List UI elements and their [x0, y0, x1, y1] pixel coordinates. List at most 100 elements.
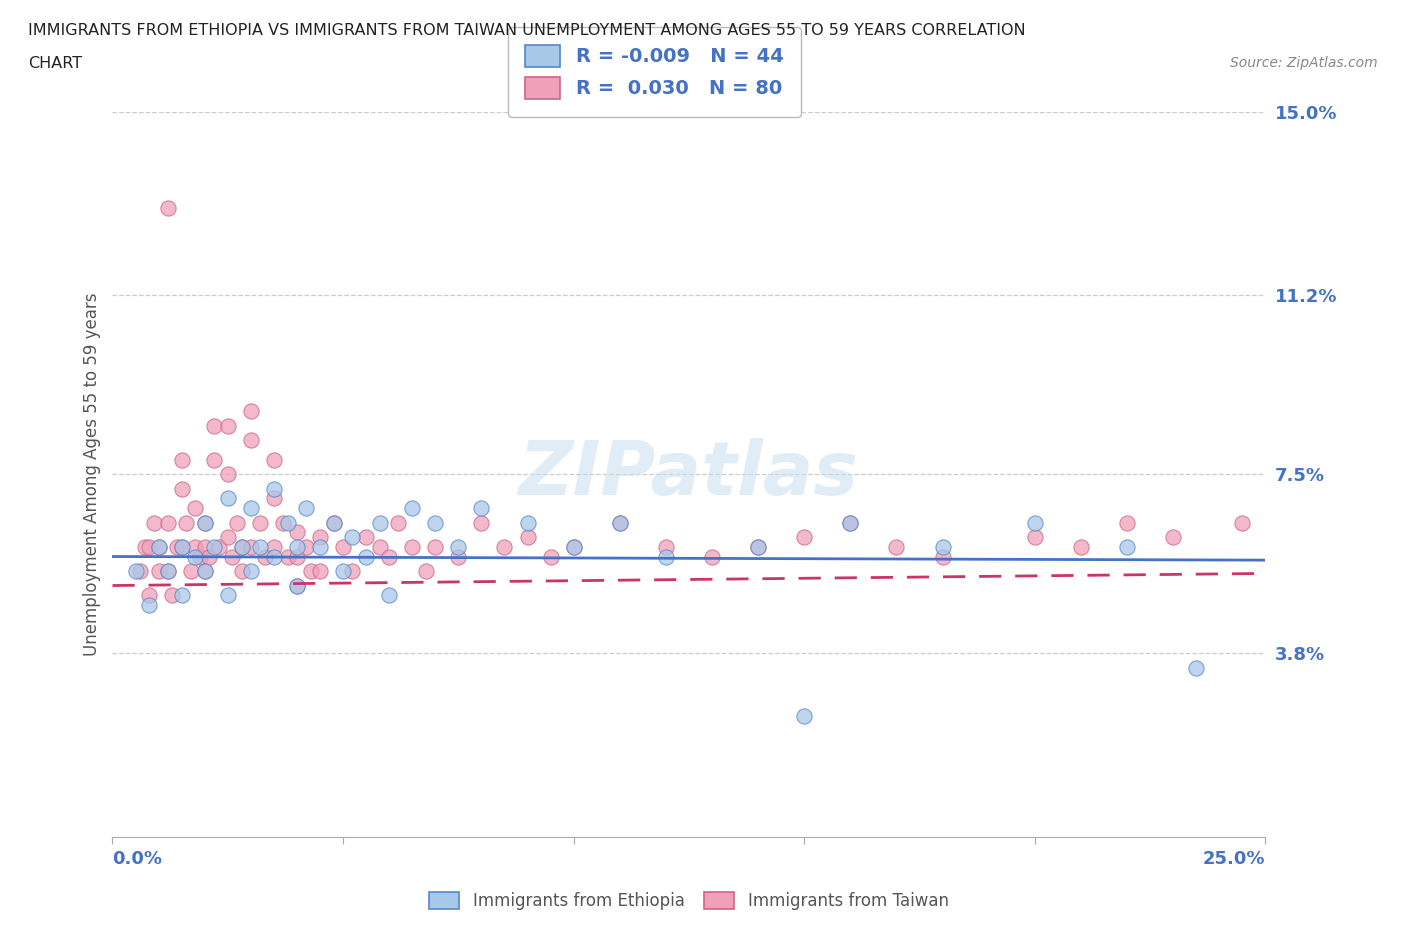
Point	[1116, 515, 1139, 530]
Point	[747, 539, 769, 554]
Point	[263, 549, 285, 564]
Point	[931, 539, 953, 554]
Point	[309, 564, 332, 578]
Point	[470, 515, 492, 530]
Point	[202, 452, 225, 467]
Point	[285, 578, 308, 593]
Point	[239, 433, 262, 448]
Point	[263, 482, 285, 497]
Point	[540, 549, 562, 564]
Point	[194, 564, 217, 578]
Point	[194, 515, 217, 530]
Point	[184, 539, 207, 554]
Point	[226, 515, 249, 530]
Legend: Immigrants from Ethiopia, Immigrants from Taiwan: Immigrants from Ethiopia, Immigrants fro…	[422, 885, 956, 917]
Point	[148, 564, 170, 578]
Point	[148, 539, 170, 554]
Point	[170, 452, 193, 467]
Point	[143, 515, 166, 530]
Point	[609, 515, 631, 530]
Point	[174, 515, 197, 530]
Point	[138, 597, 160, 612]
Point	[342, 564, 364, 578]
Point	[1070, 539, 1092, 554]
Point	[562, 539, 585, 554]
Point	[1024, 530, 1046, 545]
Point	[277, 549, 299, 564]
Text: ZIPatlas: ZIPatlas	[519, 438, 859, 511]
Point	[170, 482, 193, 497]
Point	[285, 539, 308, 554]
Point	[655, 539, 678, 554]
Point	[700, 549, 723, 564]
Text: IMMIGRANTS FROM ETHIOPIA VS IMMIGRANTS FROM TAIWAN UNEMPLOYMENT AMONG AGES 55 TO: IMMIGRANTS FROM ETHIOPIA VS IMMIGRANTS F…	[28, 23, 1026, 38]
Point	[221, 549, 243, 564]
Point	[516, 515, 538, 530]
Point	[129, 564, 152, 578]
Point	[793, 709, 815, 724]
Point	[368, 515, 391, 530]
Point	[342, 530, 364, 545]
Point	[239, 500, 262, 515]
Legend: R = -0.009   N = 44, R =  0.030   N = 80: R = -0.009 N = 44, R = 0.030 N = 80	[508, 27, 801, 116]
Point	[198, 549, 221, 564]
Text: 0.0%: 0.0%	[112, 850, 163, 868]
Point	[231, 539, 253, 554]
Point	[253, 549, 276, 564]
Point	[194, 515, 217, 530]
Point	[170, 588, 193, 603]
Point	[156, 564, 179, 578]
Point	[793, 530, 815, 545]
Point	[217, 588, 239, 603]
Point	[378, 588, 401, 603]
Point	[202, 539, 225, 554]
Point	[170, 539, 193, 554]
Point	[249, 515, 271, 530]
Point	[148, 539, 170, 554]
Point	[1161, 530, 1184, 545]
Point	[263, 491, 285, 506]
Point	[931, 549, 953, 564]
Point	[332, 564, 354, 578]
Point	[378, 549, 401, 564]
Point	[263, 539, 285, 554]
Point	[285, 578, 308, 593]
Point	[401, 539, 423, 554]
Point	[562, 539, 585, 554]
Point	[217, 467, 239, 482]
Point	[1116, 539, 1139, 554]
Point	[332, 539, 354, 554]
Point	[747, 539, 769, 554]
Point	[494, 539, 516, 554]
Point	[166, 539, 188, 554]
Point	[156, 515, 179, 530]
Point	[138, 539, 160, 554]
Point	[217, 491, 239, 506]
Point	[309, 539, 332, 554]
Point	[516, 530, 538, 545]
Point	[184, 500, 207, 515]
Point	[447, 549, 470, 564]
Point	[839, 515, 862, 530]
Point	[156, 201, 179, 216]
Point	[231, 564, 253, 578]
Point	[231, 539, 253, 554]
Point	[322, 515, 344, 530]
Point	[1185, 660, 1208, 675]
Point	[415, 564, 437, 578]
Point	[447, 539, 470, 554]
Text: 25.0%: 25.0%	[1204, 850, 1265, 868]
Point	[285, 525, 308, 539]
Point	[217, 530, 239, 545]
Point	[207, 539, 229, 554]
Point	[387, 515, 409, 530]
Point	[239, 564, 262, 578]
Point	[1232, 515, 1254, 530]
Point	[655, 549, 678, 564]
Point	[609, 515, 631, 530]
Point	[322, 515, 344, 530]
Point	[170, 539, 193, 554]
Y-axis label: Unemployment Among Ages 55 to 59 years: Unemployment Among Ages 55 to 59 years	[83, 293, 101, 656]
Point	[425, 515, 447, 530]
Point	[368, 539, 391, 554]
